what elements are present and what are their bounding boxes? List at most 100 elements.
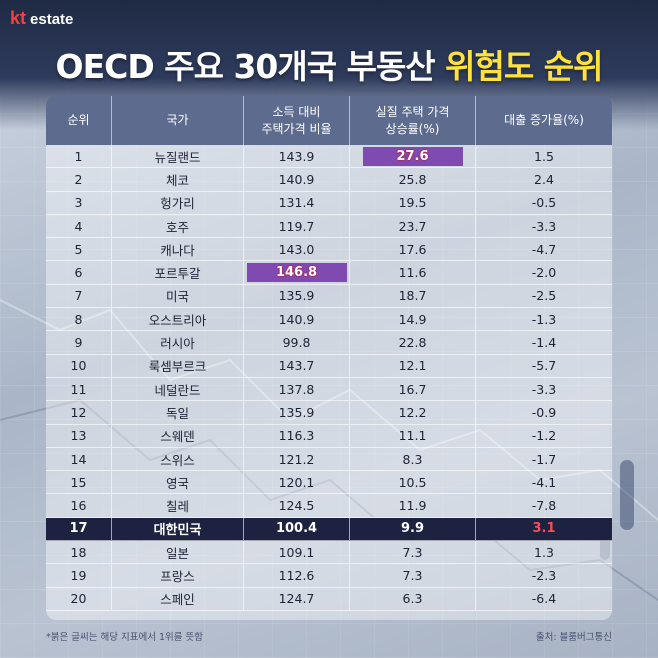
table-row: 15 영국 120.1 10.5 -4.1	[46, 471, 612, 495]
cell-rank: 4	[46, 214, 112, 238]
top-value-badge: 27.6	[362, 146, 463, 166]
cell-rank: 19	[46, 564, 112, 587]
cell-income-ratio: 121.2	[244, 447, 350, 471]
table-row: 6 포르투갈 146.8 11.6 -2.0	[46, 261, 612, 285]
cell-country-text: 미국	[165, 289, 189, 305]
cell-rank: 6	[46, 261, 112, 284]
cell-rank-text: 20	[70, 591, 87, 607]
cell-country-text: 일본	[165, 545, 189, 561]
table-row: 2 체코 140.9 25.8 2.4	[46, 168, 612, 192]
cell-price-growth-text: 12.1	[398, 358, 427, 374]
cell-country: 체코	[112, 168, 244, 191]
cell-loan-growth: -4.7	[476, 238, 612, 260]
cell-loan-growth: 2.4	[476, 168, 612, 190]
cell-income-ratio: 119.7	[244, 214, 350, 238]
table-row: 3 헝가리 131.4 19.5 -0.5	[46, 191, 612, 215]
cell-country: 미국	[112, 284, 244, 308]
cell-income-ratio-text: 121.2	[278, 451, 315, 467]
cell-country-text: 스웨덴	[160, 429, 195, 445]
title-highlight: 위험도 순위	[445, 47, 603, 86]
cell-loan-growth-text: -3.3	[531, 381, 557, 397]
cell-loan-growth-text: -5.7	[531, 358, 557, 374]
cell-price-growth-text: 6.3	[402, 591, 423, 607]
table-row: 20 스페인 124.7 6.3 -6.4	[46, 587, 612, 611]
cell-loan-growth-text: -4.7	[531, 241, 557, 257]
cell-price-growth-text: 17.6	[398, 241, 427, 257]
cell-rank: 2	[46, 168, 112, 191]
cell-country: 호주	[112, 214, 244, 238]
cell-income-ratio: 135.9	[244, 284, 350, 308]
cell-country-text: 오스트리아	[148, 312, 207, 328]
cell-price-growth: 12.1	[350, 354, 476, 377]
cell-loan-growth: -0.5	[476, 192, 612, 214]
cell-loan-growth-text: -1.2	[531, 428, 557, 444]
cell-loan-growth-text: -3.3	[531, 218, 557, 234]
cell-loan-growth-text: -4.1	[531, 474, 557, 490]
cell-rank: 3	[46, 191, 112, 214]
cell-loan-growth-text: -1.7	[531, 451, 557, 467]
cell-country-text: 영국	[165, 475, 189, 491]
table-row: 16 칠레 124.5 11.9 -7.8	[46, 494, 612, 518]
title-main: OECD 주요 30개국 부동산	[55, 47, 446, 86]
cell-price-growth-text: 14.9	[398, 311, 427, 327]
cell-country-text: 스위스	[160, 452, 195, 468]
cell-country-text: 네덜란드	[154, 382, 201, 398]
cell-country-text: 뉴질랜드	[154, 149, 201, 165]
cell-price-growth: 23.7	[350, 214, 476, 238]
table-row: 9 러시아 99.8 22.8 -1.4	[46, 331, 612, 355]
cell-rank: 17	[46, 517, 112, 541]
cell-rank: 10	[46, 354, 112, 377]
header-country: 국가	[112, 96, 244, 145]
cell-income-ratio: 109.1	[244, 541, 350, 564]
cell-rank-text: 14	[70, 451, 87, 467]
cell-country: 스위스	[112, 447, 244, 471]
footnote: *붉은 글씨는 해당 지표에서 1위를 뜻함	[46, 632, 203, 643]
cell-income-ratio: 140.9	[244, 308, 350, 331]
cell-country-text: 칠레	[165, 499, 189, 515]
cell-loan-growth: -3.3	[476, 378, 612, 400]
cell-rank-text: 16	[70, 498, 87, 514]
cell-country: 영국	[112, 471, 244, 494]
cell-price-growth: 25.8	[350, 168, 476, 191]
header-price-growth: 실질 주택 가격 상승률(%)	[350, 96, 476, 145]
cell-rank: 9	[46, 331, 112, 354]
cell-income-ratio: 116.3	[244, 424, 350, 447]
cell-country: 룩셈부르크	[112, 354, 244, 377]
cell-income-ratio: 146.8	[244, 261, 350, 284]
cell-country: 독일	[112, 401, 244, 424]
cell-loan-growth: -3.3	[476, 215, 612, 237]
table-row: 13 스웨덴 116.3 11.1 -1.2	[46, 424, 612, 448]
cell-price-growth-text: 11.9	[398, 498, 427, 514]
cell-rank: 11	[46, 377, 112, 401]
cell-country-text: 독일	[165, 405, 189, 421]
cell-income-ratio: 143.0	[244, 238, 350, 261]
cell-income-ratio-text: 140.9	[278, 311, 315, 327]
cell-loan-growth: 1.3	[476, 541, 612, 563]
cell-income-ratio-text: 135.9	[278, 404, 315, 420]
cell-loan-growth: -2.3	[476, 564, 612, 586]
cell-price-growth-text: 7.3	[402, 544, 423, 560]
table-row: 11 네덜란드 137.8 16.7 -3.3	[46, 377, 612, 402]
cell-price-growth-text: 12.2	[398, 404, 427, 420]
cell-income-ratio: 124.7	[244, 587, 350, 610]
cell-rank-text: 13	[70, 428, 87, 444]
cell-price-growth: 8.3	[350, 447, 476, 471]
cell-income-ratio-text: 140.9	[278, 171, 315, 187]
cell-price-growth-text: 25.8	[398, 171, 427, 187]
cell-price-growth-text: 23.7	[398, 218, 427, 234]
cell-rank: 13	[46, 424, 112, 447]
cell-rank-text: 7	[74, 288, 83, 304]
cell-income-ratio-text: 119.7	[278, 218, 315, 234]
cell-rank-text: 5	[74, 241, 83, 257]
cell-price-growth: 6.3	[350, 587, 476, 610]
header-loan-growth: 대출 증가율(%)	[504, 113, 584, 128]
table-header: 순위 국가 소득 대비 주택가격 비율 실질 주택 가격 상승률(%) 대출 증…	[46, 96, 612, 145]
cell-price-growth: 11.1	[350, 424, 476, 447]
cell-price-growth-text: 16.7	[398, 381, 427, 397]
cell-income-ratio-text: 120.1	[278, 474, 315, 490]
cell-price-growth: 7.3	[350, 541, 476, 564]
cell-price-growth: 18.7	[350, 284, 476, 308]
cell-loan-growth-text: -6.4	[531, 591, 557, 607]
cell-rank: 18	[46, 541, 112, 564]
cell-rank-text: 12	[70, 404, 87, 420]
